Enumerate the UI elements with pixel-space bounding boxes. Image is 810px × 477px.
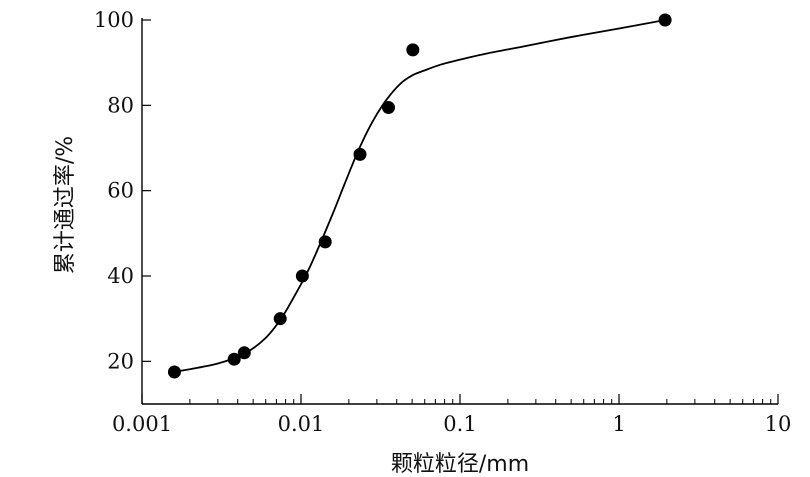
fit-curve <box>174 19 666 373</box>
data-point <box>353 147 367 161</box>
y-tick-label: 80 <box>107 93 134 117</box>
data-point <box>273 312 287 326</box>
x-tick-label: 0.01 <box>278 412 325 436</box>
y-tick-label: 20 <box>107 349 134 373</box>
y-tick-label: 100 <box>94 8 134 32</box>
data-point <box>658 13 672 27</box>
y-axis: 20 40 60 80 100 <box>94 8 151 404</box>
plot-area <box>167 13 672 379</box>
data-point <box>227 352 241 366</box>
data-point <box>318 235 332 249</box>
y-axis-title: 累计通过率/% <box>53 136 78 274</box>
y-tick-label: 60 <box>107 179 134 203</box>
data-point <box>295 269 309 283</box>
data-point <box>406 43 420 57</box>
x-tick-label: 10 <box>765 412 792 436</box>
data-point <box>381 100 395 114</box>
x-axis-title: 颗粒粒径/mm <box>391 452 529 477</box>
x-tick-label: 0.001 <box>112 412 172 436</box>
data-point <box>167 365 181 379</box>
x-tick-label: 1 <box>612 412 625 436</box>
x-axis: 0.001 0.01 0.1 1 10 <box>112 394 791 436</box>
y-tick-label: 40 <box>107 264 134 288</box>
data-point <box>237 346 251 360</box>
x-tick-label: 0.1 <box>443 412 476 436</box>
